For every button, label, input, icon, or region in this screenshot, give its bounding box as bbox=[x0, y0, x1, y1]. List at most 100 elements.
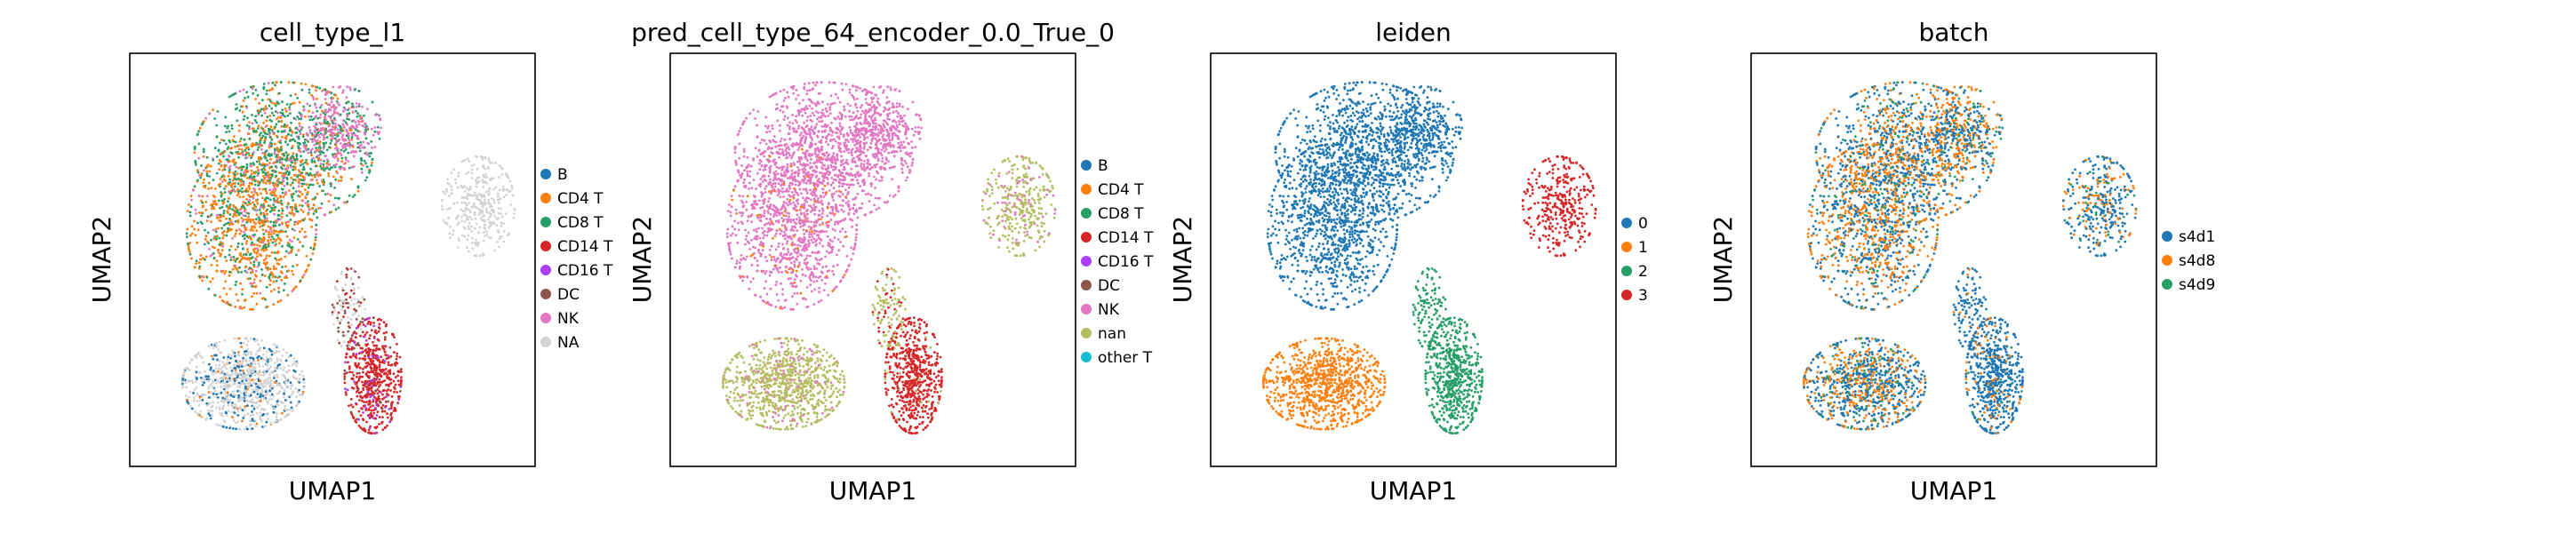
scatter-point bbox=[814, 84, 817, 87]
scatter-point bbox=[254, 366, 257, 370]
scatter-point bbox=[299, 279, 302, 282]
scatter-point bbox=[206, 231, 210, 235]
scatter-point bbox=[348, 88, 352, 91]
scatter-point bbox=[373, 146, 377, 149]
scatter-point bbox=[491, 162, 494, 164]
scatter-point bbox=[743, 120, 746, 123]
scatter-point bbox=[205, 174, 209, 178]
scatter-point bbox=[269, 370, 273, 374]
scatter-point bbox=[841, 88, 844, 91]
scatter-point bbox=[280, 202, 284, 205]
scatter-point bbox=[356, 394, 359, 398]
scatter-point bbox=[385, 330, 388, 334]
scatter-point bbox=[258, 349, 261, 352]
scatter-point bbox=[324, 141, 328, 145]
scatter-point bbox=[356, 298, 360, 301]
scatter-point bbox=[207, 187, 211, 190]
scatter-point bbox=[357, 418, 360, 421]
scatter-point bbox=[284, 408, 287, 410]
scatter-point bbox=[385, 384, 388, 386]
scatter-point bbox=[348, 194, 351, 197]
scatter-point bbox=[252, 206, 255, 210]
scatter-point bbox=[359, 162, 363, 165]
scatter-point bbox=[245, 91, 249, 94]
scatter-point bbox=[193, 151, 196, 155]
scatter-point bbox=[246, 146, 250, 149]
scatter-point bbox=[364, 394, 367, 396]
scatter-point bbox=[249, 85, 252, 89]
scatter-point bbox=[316, 148, 319, 152]
scatter-point bbox=[265, 200, 268, 203]
scatter-point bbox=[821, 135, 824, 139]
scatter-point bbox=[498, 188, 501, 192]
scatter-point bbox=[344, 107, 347, 111]
scatter-point bbox=[300, 127, 303, 130]
scatter-point bbox=[254, 209, 258, 212]
scatter-point bbox=[270, 165, 273, 169]
scatter-point bbox=[258, 237, 261, 240]
scatter-point bbox=[224, 163, 228, 167]
scatter-point bbox=[273, 377, 276, 379]
scatter-point bbox=[367, 386, 371, 390]
scatter-point bbox=[269, 383, 273, 386]
scatter-point bbox=[388, 371, 391, 375]
scatter-point bbox=[484, 198, 486, 202]
scatter-point bbox=[343, 309, 347, 313]
scatter-point bbox=[339, 131, 342, 135]
scatter-point bbox=[370, 163, 373, 167]
scatter-point bbox=[234, 219, 237, 223]
scatter-point bbox=[374, 384, 378, 387]
scatter-point bbox=[314, 115, 316, 119]
scatter-point bbox=[273, 212, 276, 216]
scatter-point bbox=[258, 364, 261, 368]
scatter-point bbox=[364, 151, 368, 155]
scatter-point bbox=[293, 162, 297, 165]
scatter-point bbox=[239, 211, 243, 215]
scatter-point bbox=[235, 214, 238, 218]
scatter-point bbox=[756, 123, 758, 127]
scatter-point bbox=[244, 96, 246, 99]
scatter-point bbox=[257, 146, 260, 149]
scatter-point bbox=[249, 218, 252, 221]
scatter-point bbox=[261, 99, 264, 101]
scatter-point bbox=[266, 418, 269, 420]
scatter-point bbox=[277, 290, 281, 294]
scatter-point bbox=[315, 106, 318, 109]
legend-marker bbox=[540, 289, 551, 299]
scatter-point bbox=[268, 274, 272, 276]
scatter-point bbox=[367, 171, 371, 174]
scatter-point bbox=[254, 285, 257, 289]
scatter-point bbox=[241, 409, 244, 412]
scatter-point bbox=[255, 338, 259, 342]
scatter-point bbox=[196, 241, 199, 244]
scatter-point bbox=[501, 187, 505, 191]
scatter-point bbox=[236, 266, 238, 270]
scatter-point bbox=[309, 167, 313, 171]
scatter-point bbox=[311, 111, 315, 115]
scatter-point bbox=[237, 129, 241, 132]
scatter-point bbox=[449, 236, 452, 240]
scatter-point bbox=[270, 235, 274, 238]
scatter-point bbox=[301, 275, 304, 279]
scatter-point bbox=[492, 177, 495, 180]
scatter-point bbox=[341, 330, 345, 334]
scatter-point bbox=[260, 147, 263, 151]
scatter-point bbox=[252, 243, 256, 246]
scatter-point bbox=[262, 381, 266, 385]
scatter-point bbox=[233, 338, 236, 340]
scatter-point bbox=[376, 388, 380, 391]
scatter-point bbox=[487, 193, 491, 196]
scatter-point bbox=[254, 353, 258, 356]
scatter-point bbox=[324, 98, 327, 100]
scatter-point bbox=[285, 206, 289, 210]
scatter-point bbox=[286, 293, 290, 297]
scatter-point bbox=[220, 191, 222, 194]
scatter-point bbox=[778, 147, 781, 151]
scatter-point bbox=[212, 372, 215, 376]
scatter-point bbox=[276, 364, 280, 367]
scatter-point bbox=[252, 151, 255, 154]
scatter-point bbox=[272, 280, 276, 283]
scatter-point bbox=[322, 147, 325, 150]
scatter-point bbox=[800, 203, 804, 207]
scatter-point bbox=[293, 165, 297, 169]
